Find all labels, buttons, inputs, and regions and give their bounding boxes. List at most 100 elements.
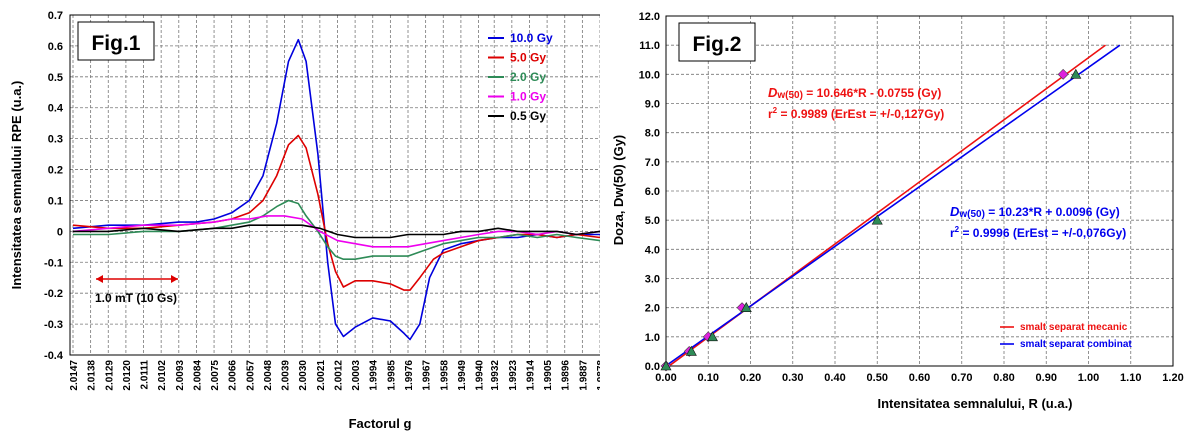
blue-equation: Dw(50) = 10.23*R + 0.0096 (Gy) — [950, 204, 1120, 220]
c1-ytick-label: 0.4 — [48, 103, 64, 115]
c1-xtick-label: 1.9923 — [508, 360, 519, 391]
c1-xtick-label: 2.0120 — [122, 360, 133, 391]
c1-ytick-label: 0.6 — [48, 41, 63, 53]
c1-series-line-2 — [73, 199, 600, 260]
c1-ytick-label: -0.1 — [44, 257, 63, 269]
c1-ytick-label: 0 — [57, 226, 63, 238]
c2-legend: smalt separat mecanic smalt separat combi… — [1000, 322, 1132, 350]
c1-xtick-label: 2.0048 — [263, 360, 274, 391]
c1-xlabel: Factorul g — [349, 416, 412, 431]
c1-xtick-label: 1.9887 — [578, 360, 589, 391]
c1-legend-label-3: 1.0 Gy — [510, 90, 546, 104]
fig2-label: Fig.2 — [692, 33, 741, 56]
c2-xtick-label: 1.20 — [1162, 372, 1183, 384]
c1-xtick-label: 2.0057 — [245, 360, 256, 391]
c2-points — [660, 68, 1082, 372]
c1-ylabel: Intensitatea semnalului RPE (u.a.) — [9, 81, 24, 290]
c1-xtick-label: 1.9949 — [457, 360, 468, 391]
c2-ytick-label: 10.0 — [639, 69, 660, 81]
c1-xtick-label: 1.9932 — [490, 360, 501, 391]
c2-xtick-label: 1.00 — [1078, 372, 1099, 384]
chart-fig1: -0.4 -0.3 -0.2 -0.1 0 0.1 0.2 0.3 0.4 0.5 0.6 0.7 2… — [9, 10, 600, 431]
c1-series-line-4 — [73, 224, 600, 239]
c1-series — [72, 38, 600, 341]
c1-xtick-label: 2.0021 — [316, 360, 327, 391]
c2-xtick-label: 0.10 — [698, 372, 719, 384]
c1-ytick-label: 0.7 — [48, 10, 63, 22]
c1-xtick-label: 1.9940 — [475, 360, 486, 391]
fig1-label: Fig.1 — [91, 32, 140, 55]
c2-xtick-label: 0.30 — [782, 372, 803, 384]
c2-point-diamond — [1057, 68, 1069, 80]
c1-ytick-label: 0.3 — [48, 134, 63, 146]
c1-xtick-label: 1.9914 — [525, 360, 536, 391]
c1-ytick-label: 0.2 — [48, 165, 63, 177]
c1-xtick-label: 2.0084 — [192, 360, 203, 391]
c1-legend-label-4: 0.5 Gy — [510, 109, 546, 123]
c2-grid — [665, 15, 1174, 367]
c2-point-triangle — [1070, 68, 1082, 79]
c1-xtick-label: 1.9878 — [596, 360, 600, 391]
c1-xtick-label: 1.9896 — [561, 360, 572, 391]
c1-legend-label-1: 5.0 Gy — [510, 51, 546, 65]
c2-legend-label-0: smalt separat mecanic — [1020, 322, 1128, 333]
c2-xtick-label: 0.00 — [655, 372, 676, 384]
c2-ytick-label: 4.0 — [645, 244, 660, 256]
c1-xtick-label: 2.0093 — [175, 360, 186, 391]
red-fit-annotation: Dw(50) = 10.646*R - 0.0755 (Gy) r2 = 0.9… — [768, 85, 944, 121]
c1-grid — [70, 14, 600, 356]
c2-xtick-label: 0.40 — [824, 372, 845, 384]
c2-point-triangle — [706, 331, 718, 342]
c2-ytick-label: 0.0 — [645, 361, 660, 373]
c2-point-triangle — [685, 345, 697, 356]
chart-fig2: 0.0 1.0 2.0 3.0 4.0 5.0 6.0 7.0 8.0 9.0 10.0 11.0 12… — [611, 11, 1184, 411]
blue-r2: r2 = 0.9996 (ErEst = +/-0,076Gy) — [950, 225, 1126, 240]
c2-ytick-label: 8.0 — [645, 128, 660, 140]
c1-xtick-label: 2.0075 — [210, 360, 221, 391]
c2-point-triangle — [660, 360, 672, 371]
c1-xtick-label: 2.0003 — [351, 360, 362, 391]
c2-ytick-label: 7.0 — [645, 157, 660, 169]
c2-plot-frame — [665, 15, 1174, 367]
blue-fit-annotation: Dw(50) = 10.23*R + 0.0096 (Gy) r2 = 0.99… — [950, 204, 1126, 240]
c1-xtick-label: 1.9905 — [543, 360, 554, 391]
c1-xtick-label: 2.0012 — [333, 360, 344, 391]
c1-xtick-label: 1.9994 — [369, 360, 380, 391]
c2-y-axis: 0.0 1.0 2.0 3.0 4.0 5.0 6.0 7.0 8.0 9.0 10.0 11.0 12… — [639, 11, 660, 373]
c2-xtick-label: 0.90 — [1036, 372, 1057, 384]
c1-ytick-label: -0.2 — [44, 288, 63, 300]
c2-xtick-label: 0.80 — [993, 372, 1014, 384]
c2-xtick-label: 0.60 — [909, 372, 930, 384]
c2-ytick-label: 5.0 — [645, 215, 660, 227]
fig2-label-box — [678, 22, 756, 62]
c1-y-axis: -0.4 -0.3 -0.2 -0.1 0 0.1 0.2 0.3 0.4 0.5 0.6 0.7 — [44, 10, 64, 362]
c1-legend-label-0: 10.0 Gy — [510, 31, 553, 45]
c2-xtick-label: 1.10 — [1120, 372, 1141, 384]
c2-xtick-label: 0.20 — [740, 372, 761, 384]
c2-xtick-label: 0.50 — [867, 372, 888, 384]
c1-legend-label-2: 2.0 Gy — [510, 70, 546, 84]
c1-xtick-label: 2.0111 — [140, 360, 151, 390]
c2-point-triangle — [740, 302, 752, 312]
red-equation: Dw(50) = 10.646*R - 0.0755 (Gy) — [768, 85, 941, 101]
c2-ylabel: Doza, Dw(50) (Gy) — [611, 135, 626, 246]
c2-ytick-label: 3.0 — [645, 274, 660, 286]
c2-ytick-label: 12.0 — [639, 11, 660, 23]
red-r2: r2 = 0.9989 (ErEst = +/-0,127Gy) — [768, 106, 944, 121]
fig1-label-box — [77, 21, 155, 61]
c1-xtick-label: 2.0102 — [157, 360, 168, 391]
c1-xtick-label: 1.9976 — [404, 360, 415, 391]
c1-xtick-label: 2.0030 — [298, 360, 309, 391]
c1-xtick-label: 2.0129 — [104, 360, 115, 391]
c2-xlabel: Intensitatea semnalului, R (u.a.) — [877, 396, 1072, 411]
c1-plot-frame — [69, 14, 600, 356]
c2-ytick-label: 2.0 — [645, 303, 660, 315]
c1-xtick-label: 2.0138 — [87, 360, 98, 391]
c2-legend-label-1: smalt separat combinat — [1020, 339, 1132, 350]
c2-ytick-label: 11.0 — [639, 40, 660, 52]
c1-xtick-label: 1.9958 — [439, 360, 450, 391]
c2-x-axis: 0.00 0.10 0.20 0.30 0.40 0.50 0.60 0.70 0.80 0.90… — [655, 372, 1183, 384]
c1-xtick-label: 2.0147 — [69, 360, 80, 391]
c1-x-axis: 2.0147 2.0138 2.0129 2.0120 2.0111 2.0102 2.00… — [69, 360, 600, 391]
c2-ytick-label: 9.0 — [645, 99, 660, 111]
